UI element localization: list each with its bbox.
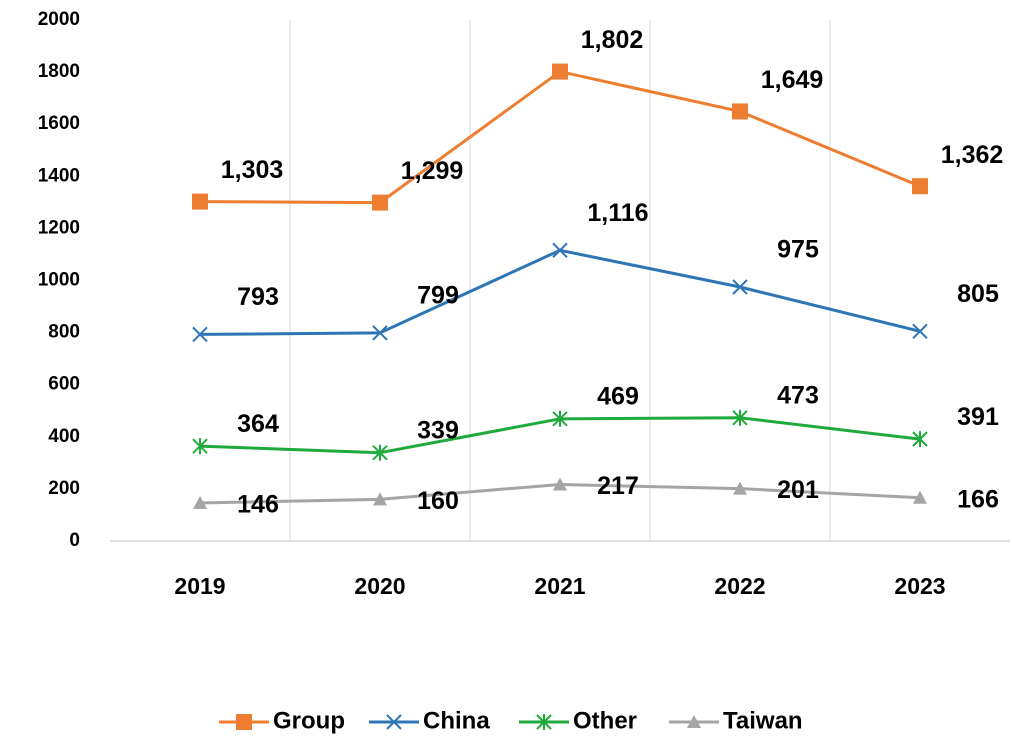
- data-label: 469: [597, 382, 639, 410]
- y-tick-label: 2000: [38, 9, 80, 30]
- x-tick-label: 2023: [894, 573, 945, 599]
- marker: [386, 714, 402, 730]
- data-label: 146: [237, 491, 279, 519]
- marker: [372, 194, 388, 211]
- legend-label: Other: [573, 707, 637, 734]
- marker: [372, 325, 388, 341]
- marker: [912, 431, 928, 448]
- marker: [192, 193, 208, 210]
- marker: [192, 326, 208, 343]
- marker: [913, 490, 927, 504]
- marker: [192, 438, 208, 455]
- marker: [553, 477, 567, 491]
- data-label: 217: [597, 472, 639, 500]
- marker: [552, 242, 568, 258]
- marker: [552, 63, 568, 80]
- y-tick-label: 1600: [38, 113, 80, 134]
- data-label: 975: [777, 236, 819, 264]
- x-tick-label: 2022: [714, 573, 765, 599]
- marker: [733, 481, 747, 495]
- marker: [552, 410, 568, 427]
- data-label: 793: [237, 283, 279, 311]
- y-tick-label: 400: [48, 426, 80, 447]
- marker: [373, 492, 387, 506]
- marker: [732, 279, 748, 295]
- data-label: 473: [777, 381, 819, 409]
- legend: Group China Other Taiwan: [219, 707, 803, 734]
- data-label: 1,362: [941, 141, 1004, 169]
- data-label: 1,299: [401, 157, 464, 185]
- legend-label: Group: [273, 707, 345, 734]
- legend-label: China: [423, 707, 490, 734]
- y-tick-label: 0: [69, 530, 80, 551]
- data-label: 391: [957, 403, 999, 431]
- data-label: 1,116: [587, 199, 648, 227]
- x-tick-label: 2019: [174, 573, 225, 599]
- y-tick-label: 1200: [38, 217, 80, 238]
- marker: [912, 323, 928, 340]
- marker: [687, 715, 701, 728]
- data-label: 1,802: [581, 26, 644, 54]
- data-label: 1,649: [761, 66, 824, 94]
- marker: [732, 409, 748, 426]
- y-tick-label: 800: [48, 322, 80, 343]
- y-tick-label: 1800: [38, 61, 80, 82]
- marker: [236, 714, 252, 730]
- marker: [372, 444, 388, 461]
- data-label: 201: [777, 476, 819, 504]
- marker: [732, 103, 748, 120]
- data-label: 160: [417, 487, 459, 515]
- data-label: 1,303: [221, 156, 284, 184]
- data-label: 799: [417, 281, 459, 309]
- y-tick-label: 600: [48, 374, 80, 395]
- legend-label: Taiwan: [723, 707, 803, 734]
- x-tick-label: 2020: [354, 573, 405, 599]
- data-label: 166: [957, 485, 999, 513]
- data-label: 339: [417, 416, 459, 444]
- marker: [536, 714, 552, 730]
- y-tick-label: 1400: [38, 165, 80, 186]
- marker: [193, 495, 207, 509]
- data-label: 805: [957, 280, 999, 308]
- y-tick-label: 1000: [38, 270, 80, 291]
- y-tick-label: 200: [48, 478, 80, 499]
- x-tick-label: 2021: [534, 573, 585, 599]
- marker: [912, 178, 928, 195]
- data-label: 364: [237, 410, 279, 438]
